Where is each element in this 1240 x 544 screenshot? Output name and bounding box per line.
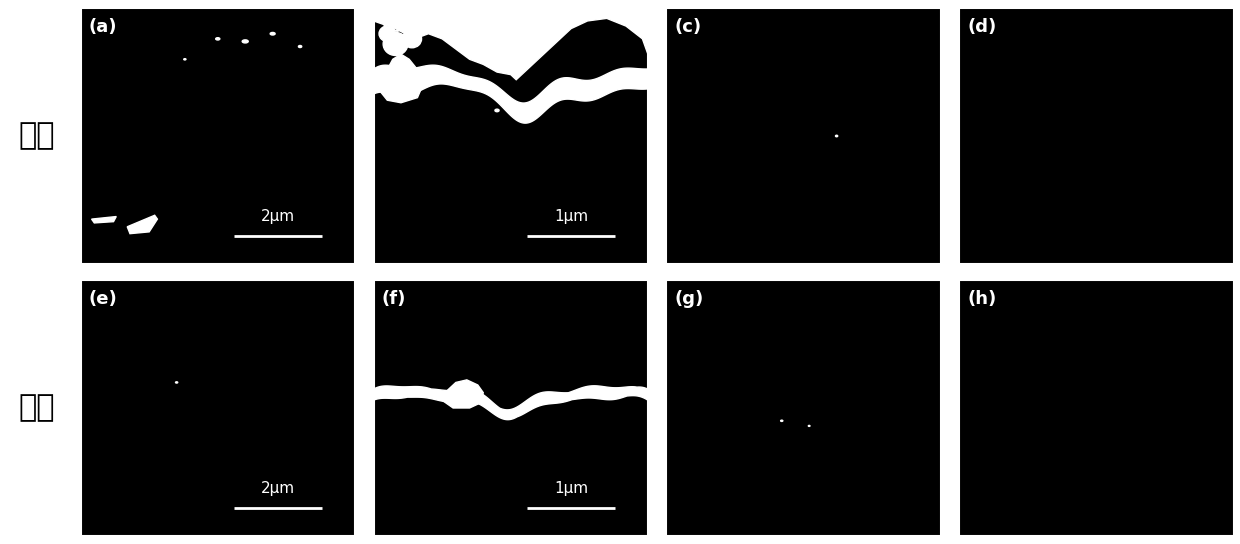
Text: (h): (h): [967, 290, 997, 308]
Text: (f): (f): [382, 290, 407, 308]
Text: 2μm: 2μm: [262, 481, 295, 496]
Circle shape: [402, 30, 422, 48]
Text: 2μm: 2μm: [262, 209, 295, 224]
Polygon shape: [128, 215, 157, 234]
Polygon shape: [443, 380, 484, 408]
Circle shape: [379, 26, 396, 41]
Polygon shape: [92, 217, 117, 223]
Text: 1μm: 1μm: [554, 209, 588, 224]
Ellipse shape: [299, 46, 301, 47]
Ellipse shape: [184, 59, 186, 60]
Polygon shape: [379, 54, 423, 103]
Ellipse shape: [808, 425, 810, 426]
Ellipse shape: [270, 33, 275, 35]
Ellipse shape: [176, 382, 177, 383]
Text: (b): (b): [382, 18, 412, 36]
Ellipse shape: [781, 420, 782, 422]
Text: 上层: 上层: [19, 393, 55, 423]
Text: 1μm: 1μm: [554, 481, 588, 496]
Text: 空白: 空白: [19, 121, 55, 151]
Ellipse shape: [216, 38, 219, 40]
Text: (c): (c): [675, 18, 702, 36]
Text: (e): (e): [89, 290, 118, 308]
Ellipse shape: [836, 135, 838, 137]
Text: (d): (d): [967, 18, 997, 36]
Circle shape: [383, 33, 408, 55]
Ellipse shape: [242, 40, 248, 43]
Polygon shape: [373, 65, 647, 123]
Polygon shape: [373, 8, 647, 80]
Text: (g): (g): [675, 290, 704, 308]
Text: (a): (a): [89, 18, 118, 36]
Polygon shape: [373, 386, 647, 419]
Ellipse shape: [495, 109, 498, 112]
